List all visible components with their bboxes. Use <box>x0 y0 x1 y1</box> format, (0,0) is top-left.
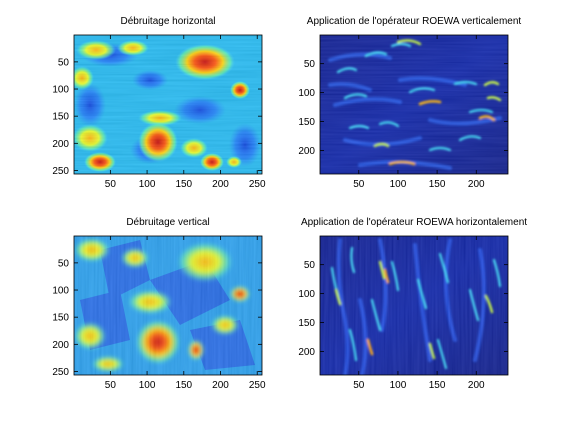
x-tick-label: 200 <box>212 380 229 391</box>
y-tick-label: 150 <box>52 313 69 324</box>
y-tick-label: 100 <box>52 85 69 96</box>
y-tick-label: 50 <box>304 59 316 70</box>
y-tick-label: 50 <box>58 57 70 68</box>
panel-denoise-horizontal: Débruitage horizontal <box>52 16 266 190</box>
panel-1-title: Débruitage horizontal <box>120 16 215 27</box>
x-tick-label: 150 <box>429 179 446 190</box>
x-tick-label: 150 <box>175 380 192 391</box>
y-tick-label: 100 <box>298 289 315 300</box>
x-tick-label: 100 <box>390 179 407 190</box>
y-tick-label: 50 <box>304 260 316 271</box>
y-tick-label: 50 <box>58 258 70 269</box>
x-tick-label: 250 <box>249 179 266 190</box>
panel-2-image <box>320 35 508 174</box>
x-tick-label: 100 <box>139 179 156 190</box>
y-tick-label: 150 <box>52 112 69 123</box>
x-tick-label: 50 <box>105 380 117 391</box>
x-tick-label: 150 <box>429 380 446 391</box>
y-tick-label: 250 <box>52 166 69 177</box>
x-tick-label: 100 <box>139 380 156 391</box>
panel-2-title: Application de l'opérateur ROEWA vertica… <box>307 16 522 27</box>
panel-1-image <box>74 35 262 174</box>
panel-3-image <box>74 236 262 375</box>
x-tick-label: 200 <box>212 179 229 190</box>
y-tick-label: 250 <box>52 367 69 378</box>
x-tick-label: 150 <box>175 179 192 190</box>
panel-4-image <box>320 236 508 375</box>
y-tick-label: 200 <box>298 146 315 157</box>
panel-3-title: Débruitage vertical <box>126 217 209 228</box>
x-tick-label: 50 <box>353 380 365 391</box>
x-tick-label: 50 <box>353 179 365 190</box>
panel-denoise-vertical: Débruitage vertical <box>52 217 266 391</box>
y-tick-label: 150 <box>298 117 315 128</box>
y-tick-label: 100 <box>298 88 315 99</box>
y-tick-label: 200 <box>52 340 69 351</box>
y-tick-label: 200 <box>52 139 69 150</box>
x-tick-label: 100 <box>390 380 407 391</box>
panel-roewa-vertical: Application de l'opérateur ROEWA vertica… <box>298 16 521 190</box>
y-tick-label: 150 <box>298 318 315 329</box>
x-tick-label: 200 <box>468 380 485 391</box>
y-tick-label: 200 <box>298 347 315 358</box>
x-tick-label: 200 <box>468 179 485 190</box>
y-tick-label: 100 <box>52 286 69 297</box>
x-tick-label: 50 <box>105 179 117 190</box>
panel-roewa-horizontal: Application de l'opérateur ROEWA horizon… <box>298 217 527 391</box>
panel-4-title: Application de l'opérateur ROEWA horizon… <box>301 217 527 228</box>
x-tick-label: 250 <box>249 380 266 391</box>
